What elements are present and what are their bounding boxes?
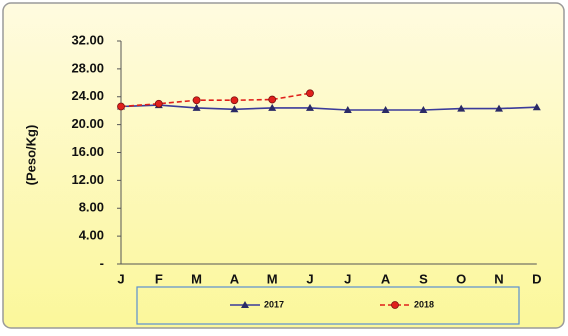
x-tick-label: M [267,271,278,286]
y-tick-label: 12.00 [71,172,104,187]
x-tick-label: O [456,271,466,286]
x-tick-label: A [381,271,391,286]
data-point [343,105,352,113]
data-point [306,103,314,111]
data-point [230,105,239,113]
data-point [306,89,314,98]
legend-marker [391,301,399,309]
series-line [120,104,537,111]
data-point [268,95,277,104]
y-tick-label: 16.00 [71,144,104,159]
legend-label: 2017 [264,299,284,309]
y-tick-label: 4.00 [79,228,104,243]
data-point [268,103,277,111]
x-tick-label: S [419,271,428,286]
data-point [230,96,239,105]
legend-marker [241,301,249,308]
x-tick-label: N [494,271,503,286]
data-point [381,105,390,113]
data-point [495,104,503,112]
data-point [457,104,466,112]
data-point [154,99,163,108]
x-tick-label: J [306,271,313,286]
data-point [532,103,541,111]
y-tick-label: 8.00 [79,200,104,215]
x-tick-label: M [191,271,202,286]
x-tick-label: J [344,271,351,286]
data-point [192,96,201,105]
legend-box [136,286,520,325]
y-tick-label: 20.00 [71,116,104,131]
y-tick-label: 32.00 [71,32,104,47]
y-axis-label: (Peso/Kg) [23,125,38,186]
legend-label: 2018 [414,299,434,309]
data-point [419,105,428,113]
x-tick-label: A [230,271,240,286]
data-point [117,102,125,111]
x-tick-label: J [117,271,124,286]
y-tick-label: 28.00 [71,60,104,75]
x-tick-label: F [155,271,163,286]
data-point [192,103,201,111]
x-tick-label: D [532,271,541,286]
chart-area [2,2,565,329]
y-tick-label: 24.00 [71,88,104,103]
y-tick-label: - [100,255,104,270]
